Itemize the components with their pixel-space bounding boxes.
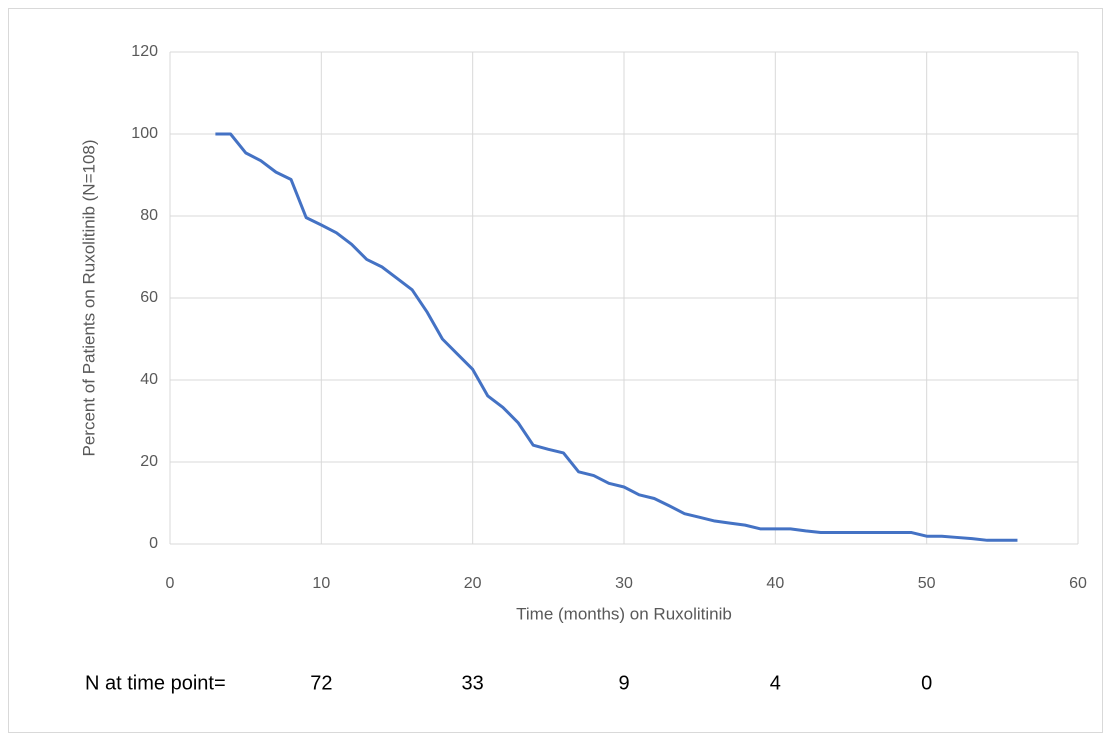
- x-tick-label: 40: [766, 575, 784, 592]
- risk-table-value: 4: [770, 672, 781, 694]
- data-line: [215, 132, 1018, 542]
- chart-border: [8, 8, 1103, 733]
- y-tick-label: 120: [131, 43, 158, 60]
- y-tick-label: 100: [131, 125, 158, 142]
- risk-table-value: 33: [462, 672, 484, 694]
- y-axis-title: Percent of Patients on Ruxolitinib (N=10…: [79, 139, 98, 456]
- y-tick-label: 80: [140, 207, 158, 224]
- x-axis-title: Time (months) on Ruxolitinib: [516, 604, 732, 623]
- y-tick-label: 60: [140, 289, 158, 306]
- x-tick-label: 60: [1069, 575, 1087, 592]
- risk-table-value: 72: [310, 672, 332, 694]
- x-tick-label: 50: [918, 575, 936, 592]
- risk-table-value: 9: [618, 672, 629, 694]
- y-tick-label: 0: [149, 535, 158, 552]
- x-tick-label: 20: [464, 575, 482, 592]
- x-tick-label: 0: [166, 575, 175, 592]
- x-tick-label: 30: [615, 575, 633, 592]
- x-tick-label: 10: [312, 575, 330, 592]
- y-tick-label: 40: [140, 371, 158, 388]
- risk-table-value: 0: [921, 672, 932, 694]
- y-tick-label: 20: [140, 453, 158, 470]
- risk-table-label: N at time point=: [85, 672, 226, 694]
